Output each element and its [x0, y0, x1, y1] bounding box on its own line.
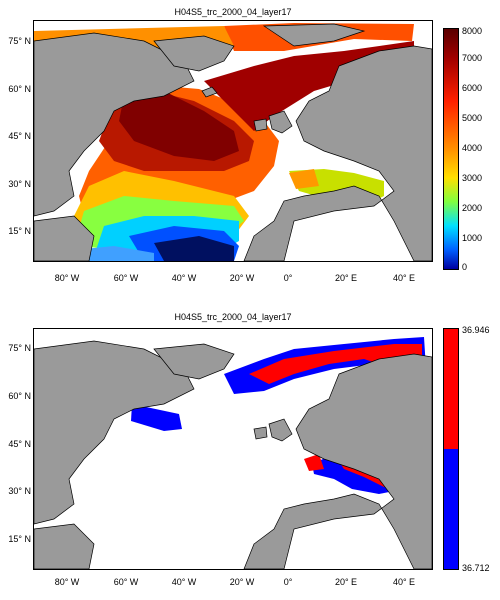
map-title-bottom: H04S5_trc_2000_04_layer17: [174, 312, 292, 322]
lon-tick-0-b: 0°: [283, 577, 293, 587]
map-bottom: [33, 328, 433, 570]
lon-tick-40e: 40° E: [392, 273, 416, 283]
cbar-tick-7000: 7000: [462, 53, 483, 63]
lat-tick-75n: 75° N: [8, 36, 31, 46]
cbar-tick-4000: 4000: [462, 143, 483, 153]
lat-tick-15n: 15° N: [8, 226, 31, 236]
cbar-tick-max: 36.946: [462, 325, 490, 335]
cbar-tick-1000: 1000: [462, 233, 483, 243]
map-title-top: H04S5_trc_2000_04_layer17: [174, 7, 292, 17]
lon-tick-40w: 40° W: [171, 273, 197, 283]
cbar-tick-5000: 5000: [462, 113, 483, 123]
map-top: [33, 20, 433, 262]
lat-tick-45n-b: 45° N: [8, 439, 31, 449]
cbar-tick-min: 36.712: [462, 563, 490, 573]
lon-tick-60w: 60° W: [113, 273, 139, 283]
lon-tick-20w-b: 20° W: [229, 577, 255, 587]
colorbar-bottom: [443, 328, 459, 570]
lat-tick-45n: 45° N: [8, 131, 31, 141]
lat-tick-60n-b: 60° N: [8, 391, 31, 401]
lon-tick-20e-b: 20° E: [334, 577, 358, 587]
cbar-tick-6000: 6000: [462, 83, 483, 93]
lat-tick-30n: 30° N: [8, 179, 31, 189]
land-bottom: [34, 340, 432, 569]
cbar-tick-3000: 3000: [462, 173, 483, 183]
lon-tick-20w: 20° W: [229, 273, 255, 283]
lat-tick-15n-b: 15° N: [8, 534, 31, 544]
lon-tick-0: 0°: [283, 273, 293, 283]
cbar-tick-0: 0: [462, 262, 468, 272]
land: [34, 23, 432, 261]
lon-tick-40w-b: 40° W: [171, 577, 197, 587]
lon-tick-20e: 20° E: [334, 273, 358, 283]
lon-tick-80w: 80° W: [54, 273, 80, 283]
colorbar-top: [443, 28, 459, 270]
lat-tick-75n-b: 75° N: [8, 343, 31, 353]
cbar-tick-2000: 2000: [462, 203, 483, 213]
lat-tick-30n-b: 30° N: [8, 486, 31, 496]
cbar-tick-8000: 8000: [462, 26, 483, 36]
lon-tick-60w-b: 60° W: [113, 577, 139, 587]
lon-tick-40e-b: 40° E: [392, 577, 416, 587]
lat-tick-60n: 60° N: [8, 84, 31, 94]
lon-tick-80w-b: 80° W: [54, 577, 80, 587]
